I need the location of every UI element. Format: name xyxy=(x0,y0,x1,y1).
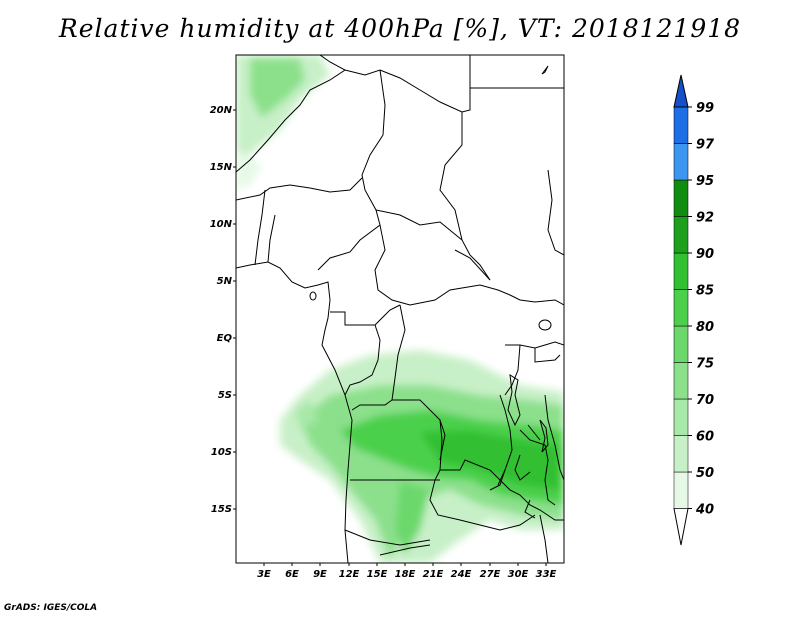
credit-text: GrADS: IGES/COLA xyxy=(4,603,98,613)
colorbar-swatch xyxy=(673,325,689,363)
lon-label: 33E xyxy=(536,569,557,580)
colorbar-label: 70 xyxy=(696,393,714,408)
colorbar-swatch xyxy=(673,398,689,436)
lon-label: 18E xyxy=(395,569,416,580)
lon-axis: 3E 6E 9E 12E 15E 18E 21E 24E 27E 30E 33E xyxy=(257,569,556,580)
humidity-shading xyxy=(236,55,564,563)
lon-label: 24E xyxy=(451,569,472,580)
colorbar-label: 97 xyxy=(696,138,715,153)
lon-label: 9E xyxy=(313,569,327,580)
lon-label: 21E xyxy=(423,569,444,580)
colorbar-swatch xyxy=(673,216,689,254)
colorbar-label: 85 xyxy=(696,284,714,299)
lon-label: 27E xyxy=(480,569,501,580)
lon-label: 12E xyxy=(339,569,360,580)
lat-axis: 20N 15N 10N 5N EQ 5S 10S 15S xyxy=(210,105,233,515)
lat-label: 10S xyxy=(211,447,232,458)
colorbar-label: 50 xyxy=(696,466,714,481)
colorbar-label: 80 xyxy=(696,320,714,335)
colorbar-swatch xyxy=(673,362,689,400)
colorbar: 40 50 60 70 75 80 85 90 92 95 97 99 xyxy=(673,74,715,546)
colorbar-swatch xyxy=(673,179,689,217)
lon-label: 6E xyxy=(285,569,299,580)
lat-label: EQ xyxy=(217,333,233,344)
colorbar-label: 90 xyxy=(696,247,714,262)
colorbar-label: 99 xyxy=(696,101,714,116)
colorbar-label: 95 xyxy=(696,174,714,189)
colorbar-swatch xyxy=(673,106,689,144)
colorbar-label: 60 xyxy=(696,430,714,445)
lat-label: 10N xyxy=(210,219,233,230)
lon-label: 3E xyxy=(257,569,271,580)
colorbar-label: 40 xyxy=(695,503,714,518)
lakes xyxy=(309,65,552,453)
lon-label: 30E xyxy=(508,569,529,580)
lat-label: 20N xyxy=(210,105,233,116)
colorbar-label: 92 xyxy=(696,211,714,226)
lon-ticks xyxy=(263,563,547,566)
colorbar-swatch xyxy=(673,74,689,108)
lat-ticks xyxy=(233,109,236,510)
lat-label: 15S xyxy=(211,504,232,515)
colorbar-swatch xyxy=(673,289,689,327)
lat-label: 15N xyxy=(210,162,233,173)
colorbar-swatch xyxy=(673,435,689,473)
colorbar-swatch xyxy=(673,508,689,546)
lat-label: 5S xyxy=(218,390,232,401)
colorbar-swatch xyxy=(673,252,689,290)
lat-label: 5N xyxy=(217,276,233,287)
chart-title: Relative humidity at 400hPa [%], VT: 201… xyxy=(58,14,742,43)
lon-label: 15E xyxy=(367,569,388,580)
country-boundaries xyxy=(236,55,564,563)
colorbar-swatch xyxy=(673,471,689,509)
colorbar-swatch xyxy=(673,143,689,181)
map-frame xyxy=(235,54,565,564)
colorbar-label: 75 xyxy=(696,357,714,372)
